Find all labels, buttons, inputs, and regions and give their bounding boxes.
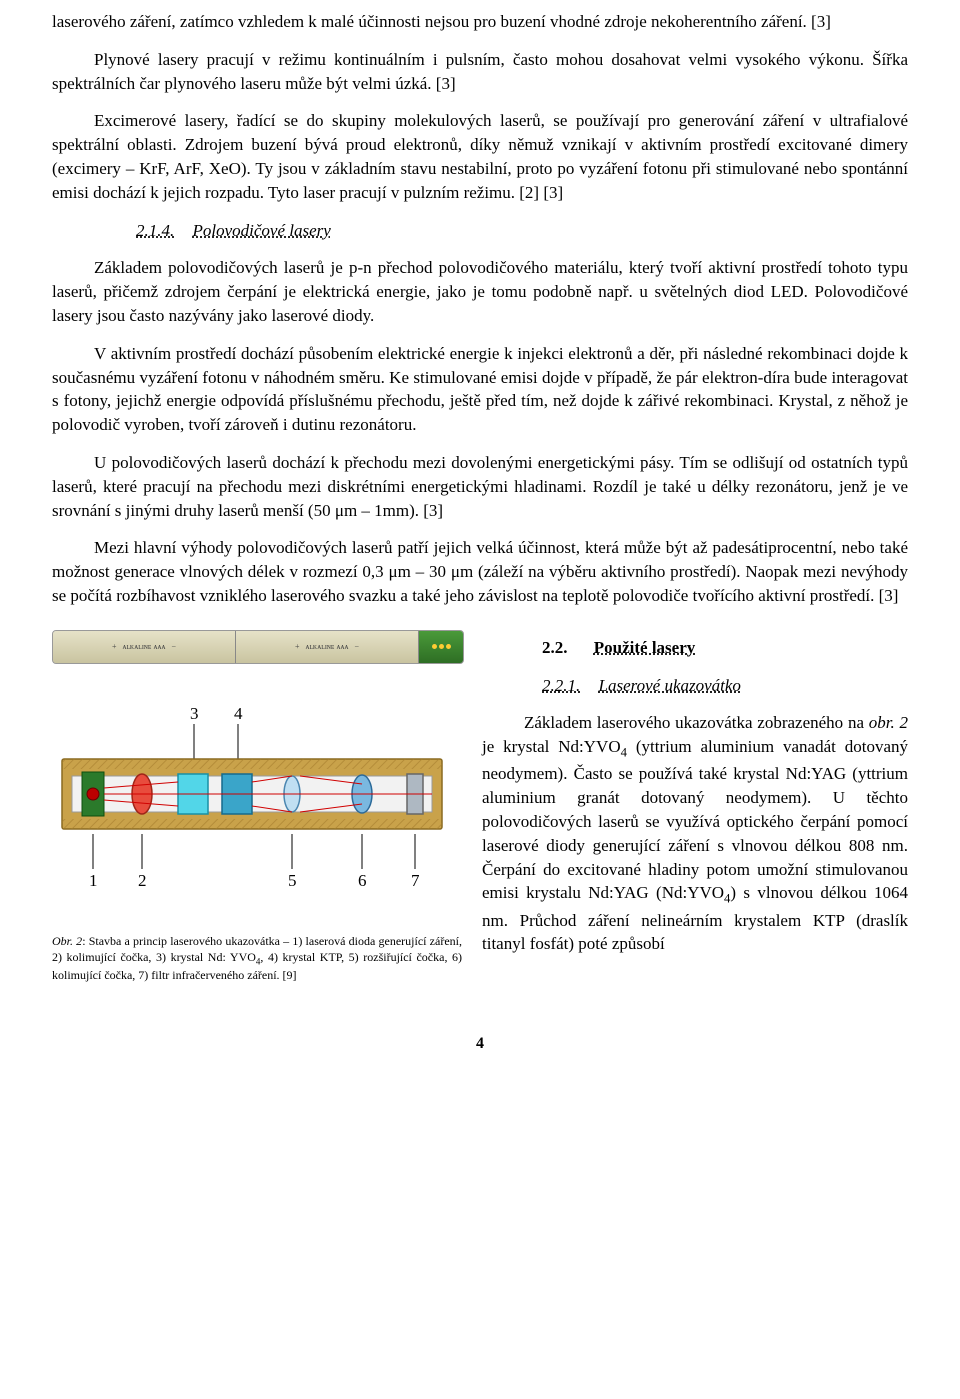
heading-2-2: 2.2. Použité lasery [482, 636, 908, 660]
battery-cell: + ᴀʟᴋᴀʟɪɴᴇ ᴀᴀᴀ − [236, 631, 419, 663]
heading-text: Laserové ukazovátko [599, 676, 741, 695]
figure-2: + ᴀʟᴋᴀʟɪɴᴇ ᴀᴀᴀ − + ᴀʟᴋᴀʟɪɴᴇ ᴀᴀᴀ − 3 4 [52, 630, 462, 901]
paragraph-polovodicove-3: U polovodičových laserů dochází k přecho… [52, 451, 908, 522]
text-column: 2.2. Použité lasery 2.2.1. Laserové ukaz… [482, 622, 908, 970]
figure-label-5: 5 [288, 871, 297, 890]
paragraph-polovodicove-2: V aktivním prostředí dochází působením e… [52, 342, 908, 437]
figure-column: + ᴀʟᴋᴀʟɪɴᴇ ᴀᴀᴀ − + ᴀʟᴋᴀʟɪɴᴇ ᴀᴀᴀ − 3 4 [52, 622, 462, 996]
pcb-module [419, 631, 463, 663]
paragraph-excimerove: Excimerové lasery, řadící se do skupiny … [52, 109, 908, 204]
heading-text: Použité lasery [594, 638, 696, 657]
heading-2-1-4: 2.1.4. Polovodičové lasery [136, 219, 908, 243]
battery-cell: + ᴀʟᴋᴀʟɪɴᴇ ᴀᴀᴀ − [53, 631, 236, 663]
figure-label-1: 1 [89, 871, 98, 890]
laser-cross-section-svg: 3 4 [52, 704, 462, 894]
figure-label-4: 4 [234, 704, 243, 723]
figure-caption: Obr. 2: Stavba a princip laserového ukaz… [52, 933, 462, 984]
two-column-region: + ᴀʟᴋᴀʟɪɴᴇ ᴀᴀᴀ − + ᴀʟᴋᴀʟɪɴᴇ ᴀᴀᴀ − 3 4 [52, 622, 908, 996]
paragraph-polovodicove-4: Mezi hlavní výhody polovodičových laserů… [52, 536, 908, 607]
heading-number: 2.2.1. [542, 676, 580, 695]
figure-label-3: 3 [190, 704, 199, 723]
paragraph-plynove: Plynové lasery pracují v režimu kontinuá… [52, 48, 908, 96]
figure-label-7: 7 [411, 871, 420, 890]
figure-label-2: 2 [138, 871, 147, 890]
paragraph-intro-cont: laserového záření, zatímco vzhledem k ma… [52, 10, 908, 34]
laser-pointer-top-view: + ᴀʟᴋᴀʟɪɴᴇ ᴀᴀᴀ − + ᴀʟᴋᴀʟɪɴᴇ ᴀᴀᴀ − [52, 630, 464, 664]
page-number: 4 [52, 1033, 908, 1055]
heading-number: 2.2. [542, 638, 568, 657]
paragraph-polovodicove-1: Základem polovodičových laserů je p-n př… [52, 256, 908, 327]
heading-text: Polovodičové lasery [193, 221, 331, 240]
heading-number: 2.1.4. [136, 221, 174, 240]
paragraph-ukazovatko: Základem laserového ukazovátka zobrazené… [482, 711, 908, 956]
figure-label-6: 6 [358, 871, 367, 890]
heading-2-2-1: 2.2.1. Laserové ukazovátko [542, 674, 908, 698]
document-page: laserového záření, zatímco vzhledem k ma… [0, 0, 960, 1086]
